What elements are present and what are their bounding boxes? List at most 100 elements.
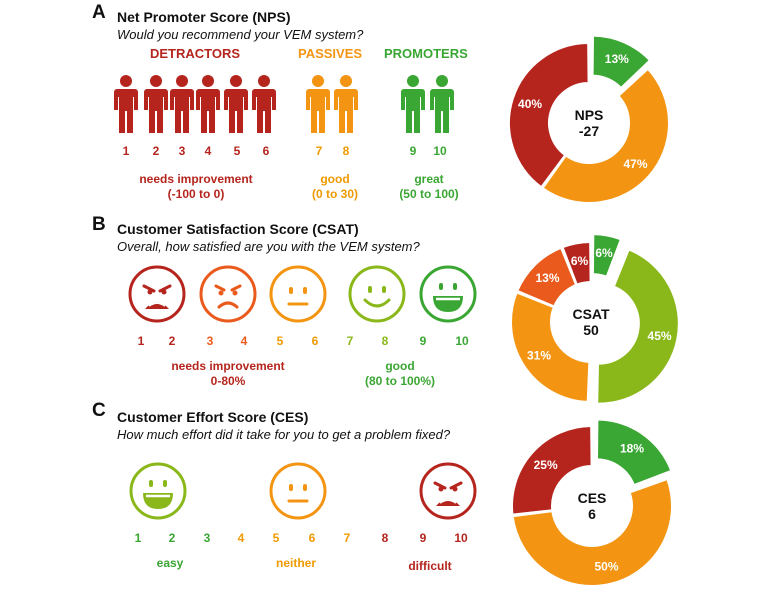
ces-difficult-label: difficult: [408, 559, 452, 573]
csat-scale-number-3: 3: [206, 334, 214, 348]
csat-scale-number-7: 7: [346, 334, 354, 348]
ces-scale-number-6: 6: [308, 531, 316, 545]
csat-donut-center-label-1: 50: [583, 322, 599, 338]
csat-high-label: good (80 to 100%): [350, 359, 450, 389]
ces-neither-label: neither: [275, 556, 316, 570]
ces-donut-center-label-1: 6: [588, 506, 596, 522]
ces-scale-number-8: 8: [381, 531, 389, 545]
csat-title: Customer Satisfaction Score (CSAT): [117, 221, 359, 237]
nps-promoters-label-line1: great: [414, 172, 444, 186]
nps-passives-label-line2: (0 to 30): [311, 187, 358, 201]
person-icon: [252, 75, 276, 135]
csat-scale-number-8: 8: [381, 334, 389, 348]
person-icon: [144, 75, 168, 135]
nps-passives-label: good (0 to 30): [300, 172, 370, 202]
person-icon: [306, 75, 330, 135]
nps-scale-number-7: 7: [315, 144, 323, 158]
panel-c-letter: C: [92, 400, 106, 421]
nps-scale-number-2: 2: [152, 144, 160, 158]
nps-donut-center-label-1: -27: [579, 123, 599, 139]
nps-scale-number-1: 1: [122, 144, 130, 158]
ces-title: Customer Effort Score (CES): [117, 409, 309, 425]
ces-donut-label-2: 25%: [534, 458, 558, 472]
csat-scale-number-10: 10: [455, 334, 469, 348]
csat-donut-label-3: 13%: [535, 271, 559, 285]
nps-scale-number-9: 9: [409, 144, 417, 158]
person-icon: [114, 75, 138, 135]
csat-low-label-line1: needs improvement: [171, 359, 285, 373]
csat-donut-slice-1: [596, 248, 680, 405]
nps-detractors-label-line2: (-100 to 0): [167, 187, 225, 201]
ces-donut-center-label-0: CES: [578, 490, 607, 506]
csat-low-label: needs improvement 0-80%: [148, 359, 308, 389]
nps-detractors-label: needs improvement (-100 to 0): [116, 172, 276, 202]
nps-donut-label-0: 13%: [605, 52, 629, 66]
nps-scale-number-3: 3: [178, 144, 186, 158]
detractors-heading: DETRACTORS: [150, 46, 241, 61]
nps-passives-label-line1: good: [320, 172, 350, 186]
ces-question: How much effort did it take for you to g…: [117, 427, 451, 442]
person-icon: [196, 75, 220, 135]
ces-scale-number-10: 10: [454, 531, 468, 545]
ces-scale-number-3: 3: [203, 531, 211, 545]
csat-scale-number-1: 1: [137, 334, 145, 348]
ces-donut-slice-0: [595, 418, 673, 487]
passives-heading: PASSIVES: [298, 46, 363, 61]
nps-donut-slice-2: [508, 41, 590, 189]
ces-donut-slice-1: [511, 477, 673, 587]
ces-scale-number-4: 4: [237, 531, 245, 545]
nps-scale-number-6: 6: [262, 144, 270, 158]
neutral-face-icon: [268, 264, 328, 324]
csat-scale-number-9: 9: [419, 334, 427, 348]
nps-scale-number-10: 10: [433, 144, 447, 158]
csat-donut-slice-0: [591, 233, 623, 279]
neutral-face-icon: [268, 461, 328, 521]
csat-scale-number-4: 4: [240, 334, 248, 348]
nps-promoters-label-line2: (50 to 100): [399, 187, 459, 201]
csat-high-label-line2: (80 to 100%): [364, 374, 436, 388]
panel-a-letter: A: [92, 2, 106, 23]
nps-promoters-label: great (50 to 100): [384, 172, 474, 202]
promoters-heading: PROMOTERS: [384, 46, 468, 61]
ces-donut-label-0: 18%: [620, 442, 644, 456]
nps-donut-label-1: 47%: [623, 157, 647, 171]
nps-donut-center-label-0: NPS: [575, 107, 604, 123]
csat-scale-number-2: 2: [168, 334, 176, 348]
panel-b-letter: B: [92, 214, 106, 235]
nps-scale-number-4: 4: [204, 144, 212, 158]
nps-question: Would you recommend your VEM system?: [117, 27, 364, 42]
csat-low-label-line2: 0-80%: [210, 374, 246, 388]
csat-donut-label-1: 45%: [648, 329, 672, 343]
csat-donut-label-4: 6%: [571, 254, 589, 268]
nps-donut-label-2: 40%: [518, 97, 542, 111]
person-icon: [401, 75, 425, 135]
ces-scale-number-2: 2: [168, 531, 176, 545]
nps-donut-slice-1: [541, 67, 670, 204]
grin-face-icon: [128, 461, 188, 521]
csat-donut-label-2: 31%: [527, 349, 551, 363]
csat-donut-slice-4: [561, 240, 592, 286]
csat-scale-number-5: 5: [276, 334, 284, 348]
csat-donut-label-0: 6%: [595, 246, 613, 260]
ces-donut-label-1: 50%: [595, 559, 619, 573]
nps-title: Net Promoter Score (NPS): [117, 9, 291, 25]
person-icon: [334, 75, 358, 135]
nps-scale-number-5: 5: [233, 144, 241, 158]
csat-donut-center-label-0: CSAT: [572, 306, 610, 322]
person-icon: [224, 75, 248, 135]
nps-detractors-label-line1: needs improvement: [139, 172, 253, 186]
ces-donut-slice-2: [511, 424, 593, 516]
csat-scale-number-6: 6: [311, 334, 319, 348]
csat-high-label-line1: good: [385, 359, 415, 373]
angry-face-icon: [418, 461, 478, 521]
csat-question: Overall, how satisfied are you with the …: [117, 239, 420, 254]
csat-donut-slice-2: [510, 291, 591, 403]
ces-scale-number-7: 7: [343, 531, 351, 545]
frown-face-icon: [198, 264, 258, 324]
ces-easy-label: easy: [156, 556, 184, 570]
nps-donut-slice-0: [591, 34, 652, 90]
ces-scale-number-5: 5: [272, 531, 280, 545]
angry-face-icon: [127, 264, 187, 324]
person-icon: [430, 75, 454, 135]
csat-donut-slice-3: [515, 246, 578, 308]
